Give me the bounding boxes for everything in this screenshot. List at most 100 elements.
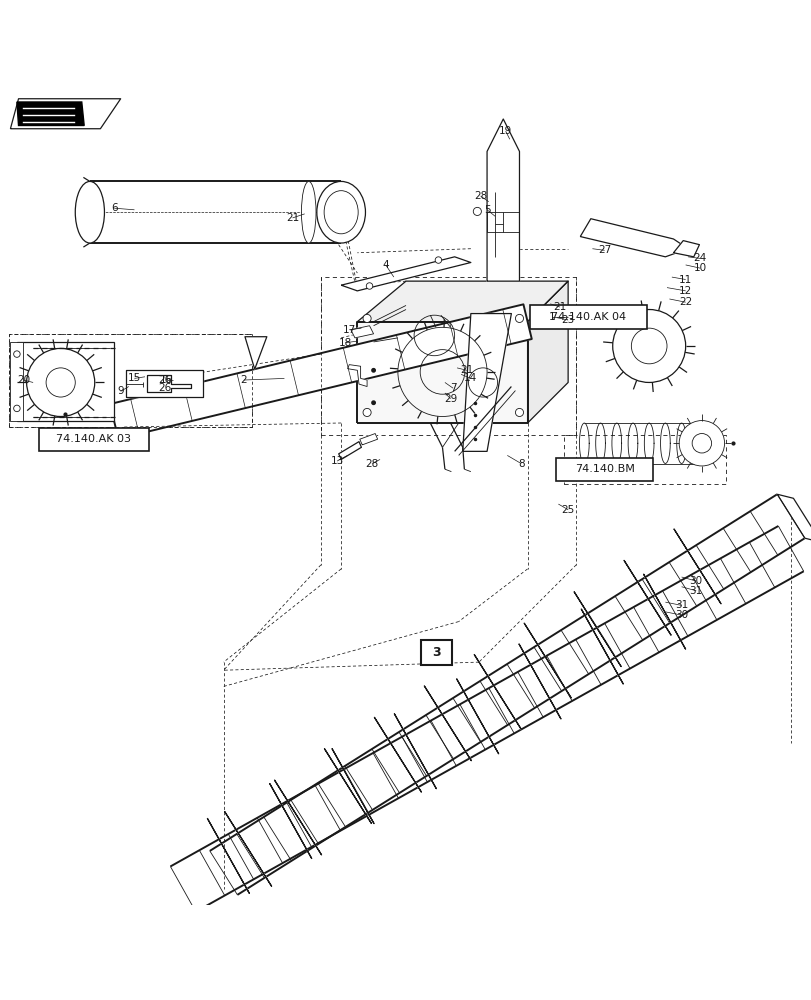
Text: 21: 21 [460,365,473,375]
Polygon shape [524,623,570,698]
Polygon shape [487,119,519,281]
Text: 21: 21 [285,213,298,223]
Bar [17,342,114,421]
Polygon shape [109,304,531,439]
Text: 3: 3 [432,646,440,659]
Polygon shape [776,494,811,542]
Text: 8: 8 [517,459,524,469]
Text: 18: 18 [338,338,351,348]
Text: 30: 30 [689,576,702,586]
Circle shape [612,310,684,382]
Text: 10: 10 [693,263,706,273]
Text: 16: 16 [160,375,174,385]
Polygon shape [673,529,720,604]
Polygon shape [672,241,698,257]
Polygon shape [147,375,191,392]
Text: 31: 31 [674,600,688,610]
Text: 1: 1 [548,312,555,322]
Text: 19: 19 [499,126,512,136]
Text: 27: 27 [597,245,611,255]
Polygon shape [269,784,311,859]
Polygon shape [245,337,267,369]
Text: 7: 7 [449,383,456,393]
Text: 28: 28 [365,459,378,469]
Text: 29: 29 [444,394,457,404]
Polygon shape [527,281,568,423]
Circle shape [366,283,372,289]
Polygon shape [456,679,498,754]
Text: 15: 15 [127,373,141,383]
Polygon shape [341,257,470,291]
Circle shape [363,314,371,322]
Polygon shape [474,655,521,729]
Polygon shape [17,102,84,125]
Bar [39,428,148,451]
Polygon shape [487,212,519,232]
Polygon shape [424,686,470,761]
Ellipse shape [316,181,365,243]
Polygon shape [394,714,436,789]
Text: 4: 4 [382,260,388,270]
Circle shape [678,421,723,466]
Polygon shape [11,99,121,129]
Circle shape [435,257,441,263]
Bar [556,458,652,481]
Polygon shape [374,717,421,792]
Polygon shape [274,780,321,855]
Ellipse shape [75,181,105,243]
Polygon shape [359,434,377,445]
Text: 23: 23 [560,315,574,325]
Bar [529,305,646,329]
Polygon shape [347,365,367,387]
Text: 28: 28 [474,191,487,201]
Polygon shape [324,749,371,824]
Circle shape [371,368,375,373]
Text: 21: 21 [553,302,566,312]
Bar [421,640,452,665]
Circle shape [515,408,523,417]
Text: 5: 5 [483,205,490,215]
Text: 6: 6 [111,203,118,213]
Polygon shape [462,314,511,451]
Polygon shape [624,560,670,635]
Text: 12: 12 [678,286,692,296]
Circle shape [515,314,523,322]
Polygon shape [357,322,527,423]
Circle shape [371,400,375,405]
Polygon shape [207,818,249,893]
Polygon shape [518,644,560,719]
Text: 17: 17 [342,325,355,335]
Text: 74.140.AK 04: 74.140.AK 04 [550,312,625,322]
Ellipse shape [301,181,315,243]
Polygon shape [332,749,374,824]
Polygon shape [338,442,361,459]
Polygon shape [225,811,271,886]
Polygon shape [643,574,684,649]
Circle shape [363,408,371,417]
Polygon shape [581,609,623,684]
Text: 11: 11 [678,275,692,285]
Text: 14: 14 [464,373,477,383]
Text: 74.140.AK 03: 74.140.AK 03 [56,434,131,444]
Text: 30: 30 [674,610,688,620]
Polygon shape [580,219,687,257]
Circle shape [27,348,95,417]
Text: 31: 31 [689,586,702,596]
Text: 25: 25 [560,505,574,515]
Circle shape [14,405,20,412]
Text: 13: 13 [330,456,343,466]
Polygon shape [127,370,203,397]
Text: 26: 26 [157,383,171,393]
Text: 20: 20 [17,375,30,385]
Circle shape [473,207,481,215]
Bar [11,342,24,421]
Polygon shape [573,592,620,667]
Polygon shape [350,326,373,338]
Text: 2: 2 [240,375,247,385]
Text: 9: 9 [118,386,124,396]
Text: 24: 24 [693,253,706,263]
Circle shape [14,351,20,357]
Text: 22: 22 [678,297,692,307]
Polygon shape [357,281,568,322]
Text: 74.140.BM: 74.140.BM [574,464,633,474]
